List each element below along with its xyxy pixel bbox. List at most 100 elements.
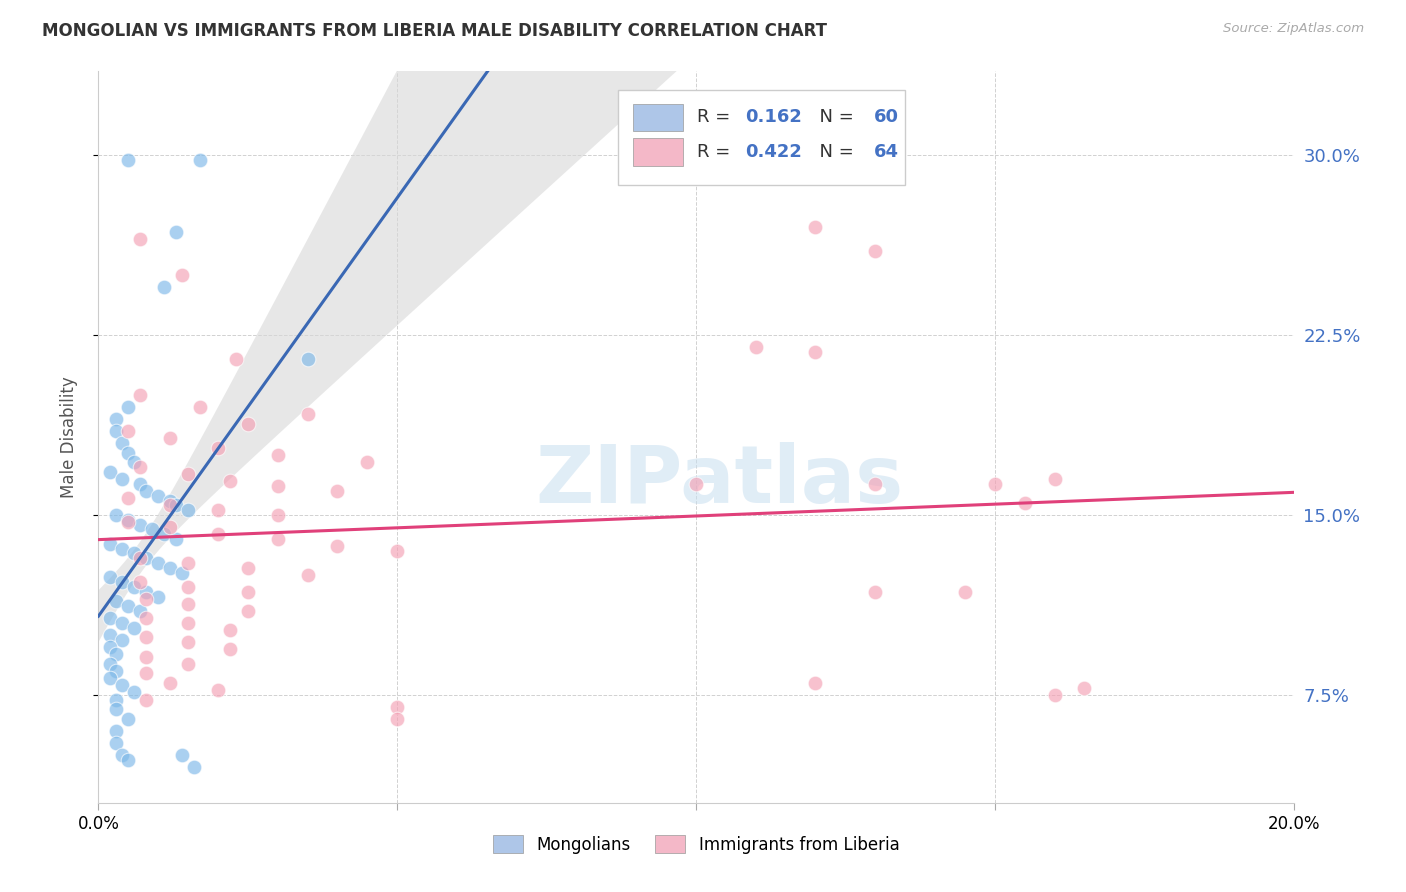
Point — [117, 513, 139, 527]
Text: N =: N = — [808, 143, 860, 161]
Point — [267, 448, 290, 462]
Point — [117, 400, 139, 414]
Point — [297, 407, 319, 421]
Point — [98, 537, 122, 551]
Point — [267, 532, 290, 546]
Point — [1073, 681, 1095, 695]
Point — [105, 723, 128, 738]
Point — [129, 460, 152, 475]
Point — [177, 467, 200, 482]
Y-axis label: Male Disability: Male Disability — [59, 376, 77, 498]
Point — [159, 431, 181, 445]
Point — [207, 527, 229, 541]
Point — [129, 476, 152, 491]
Point — [685, 476, 707, 491]
Point — [153, 527, 176, 541]
Text: 0.162: 0.162 — [745, 109, 801, 127]
Point — [124, 546, 146, 560]
Point — [984, 476, 1007, 491]
Point — [177, 657, 200, 671]
Text: N =: N = — [808, 109, 860, 127]
Point — [183, 760, 205, 774]
Point — [117, 753, 139, 767]
Text: MONGOLIAN VS IMMIGRANTS FROM LIBERIA MALE DISABILITY CORRELATION CHART: MONGOLIAN VS IMMIGRANTS FROM LIBERIA MAL… — [42, 22, 827, 40]
Point — [111, 541, 134, 556]
Point — [105, 702, 128, 716]
Point — [1043, 472, 1066, 486]
Text: 64: 64 — [875, 143, 898, 161]
FancyBboxPatch shape — [633, 103, 683, 131]
Point — [111, 436, 134, 450]
Point — [135, 584, 157, 599]
Point — [297, 352, 319, 367]
Point — [159, 676, 181, 690]
Legend: Mongolians, Immigrants from Liberia: Mongolians, Immigrants from Liberia — [486, 829, 905, 860]
Point — [267, 479, 290, 493]
Text: R =: R = — [697, 143, 737, 161]
Point — [135, 551, 157, 566]
Point — [105, 412, 128, 426]
Point — [117, 515, 139, 529]
Point — [105, 508, 128, 522]
Point — [385, 712, 409, 726]
Point — [105, 424, 128, 438]
Point — [105, 647, 128, 661]
Point — [129, 388, 152, 402]
Point — [236, 561, 259, 575]
Point — [165, 532, 187, 546]
Point — [804, 220, 827, 235]
Point — [385, 544, 409, 558]
Point — [117, 491, 139, 506]
Point — [219, 642, 242, 657]
Point — [177, 556, 200, 570]
Point — [124, 685, 146, 699]
Point — [105, 664, 128, 678]
Point — [804, 345, 827, 359]
Point — [129, 604, 152, 618]
Point — [117, 445, 139, 459]
Point — [159, 561, 181, 575]
Point — [141, 523, 163, 537]
Point — [135, 611, 157, 625]
Point — [105, 594, 128, 608]
Point — [117, 712, 139, 726]
Point — [865, 244, 887, 259]
Point — [236, 417, 259, 431]
Point — [135, 483, 157, 498]
Point — [177, 503, 200, 517]
Point — [267, 508, 290, 522]
Text: 0.422: 0.422 — [745, 143, 801, 161]
Point — [177, 580, 200, 594]
Point — [207, 503, 229, 517]
Point — [111, 678, 134, 692]
Point — [148, 556, 170, 570]
Point — [159, 520, 181, 534]
Point — [135, 630, 157, 644]
Point — [124, 455, 146, 469]
Point — [124, 580, 146, 594]
Point — [129, 575, 152, 590]
Point — [159, 493, 181, 508]
Point — [219, 475, 242, 489]
Point — [105, 736, 128, 750]
Point — [177, 615, 200, 630]
Point — [188, 400, 211, 414]
Point — [117, 599, 139, 614]
Point — [165, 225, 187, 239]
Point — [225, 352, 247, 367]
Point — [188, 153, 211, 167]
Point — [98, 465, 122, 479]
Point — [98, 640, 122, 654]
Point — [159, 499, 181, 513]
Point — [111, 615, 134, 630]
Point — [124, 621, 146, 635]
Point — [177, 597, 200, 611]
Point — [129, 551, 152, 566]
Point — [953, 584, 976, 599]
Point — [98, 570, 122, 584]
Point — [804, 676, 827, 690]
Point — [148, 590, 170, 604]
Point — [98, 657, 122, 671]
Point — [135, 666, 157, 681]
Text: 60: 60 — [875, 109, 898, 127]
